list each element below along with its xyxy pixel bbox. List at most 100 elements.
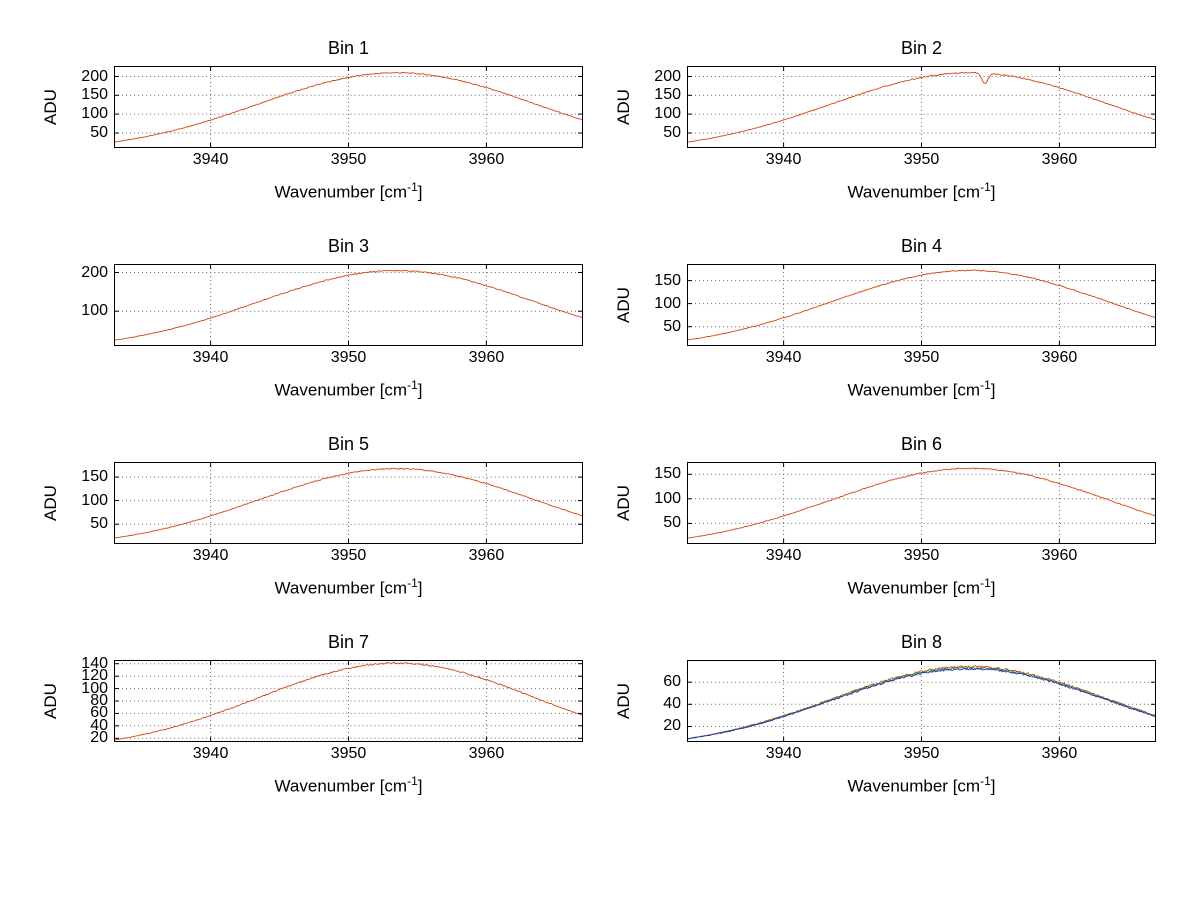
- y-tick-label: 200: [81, 67, 108, 85]
- x-axis-label: Wavenumber [cm-1]: [274, 774, 423, 796]
- y-tick-label: 150: [81, 86, 108, 104]
- x-tick-label: 3940: [192, 151, 229, 168]
- x-tick-label: 3950: [330, 547, 367, 564]
- x-tick-label: 3960: [1041, 151, 1078, 168]
- series-line: [687, 665, 1156, 739]
- x-tick-label: 3940: [765, 151, 802, 168]
- y-tick-label: 100: [81, 491, 108, 509]
- x-tick-labels: 3940 3950 3960: [687, 742, 1156, 766]
- plot-title: Bin 5: [327, 434, 370, 454]
- plot-title: Bin 3: [327, 236, 370, 256]
- y-tick-label: 100: [81, 679, 108, 697]
- y-tick-label: 60: [90, 704, 108, 722]
- y-tick-label: 200: [654, 67, 681, 85]
- subplot-bin-6: Bin 6 ADU 50 100 150 3940 3950 3960 Wavenumb…: [611, 432, 1156, 630]
- plot-title: Bin 4: [900, 236, 943, 256]
- x-tick-label: 3960: [1041, 349, 1078, 366]
- x-tick-label: 3940: [192, 349, 229, 366]
- x-tick-labels: 3940 3950 3960: [114, 544, 583, 568]
- plot-area: [114, 462, 583, 544]
- x-axis-label: Wavenumber [cm-1]: [847, 576, 996, 598]
- x-tick-label: 3960: [468, 745, 505, 762]
- y-tick-label: 40: [90, 716, 108, 734]
- x-tick-labels: 3940 3950 3960: [687, 544, 1156, 568]
- plot-area: [687, 660, 1156, 742]
- x-axis-label: Wavenumber [cm-1]: [274, 576, 423, 598]
- plot-area: [114, 660, 583, 742]
- x-tick-label: 3940: [192, 745, 229, 762]
- figure-canvas: Bin 1 ADU 50 100 150 200 3940 3950 3960 Waven…: [38, 36, 1156, 828]
- y-tick-label: 20: [90, 729, 108, 747]
- series-line: [687, 467, 1156, 539]
- y-tick-label: 50: [663, 123, 681, 141]
- x-tick-label: 3950: [330, 349, 367, 366]
- y-axis-label: ADU: [41, 683, 60, 719]
- plot-title: Bin 8: [900, 632, 943, 652]
- y-tick-label: 40: [663, 695, 681, 713]
- y-tick-label: 50: [90, 123, 108, 141]
- y-tick-label: 100: [81, 302, 108, 320]
- y-tick-labels: 50 100 150: [637, 462, 687, 544]
- y-tick-label: 140: [81, 654, 108, 672]
- y-tick-label: 80: [90, 692, 108, 709]
- y-axis-label: ADU: [614, 485, 633, 521]
- y-tick-label: 100: [654, 294, 681, 312]
- x-tick-label: 3940: [765, 547, 802, 564]
- x-tick-label: 3960: [468, 349, 505, 366]
- x-axis-label: Wavenumber [cm-1]: [847, 180, 996, 202]
- x-tick-label: 3950: [330, 745, 367, 762]
- x-tick-label: 3960: [1041, 547, 1078, 564]
- plot-title: Bin 6: [900, 434, 943, 454]
- series-line: [687, 667, 1156, 740]
- series-line: [114, 662, 583, 741]
- y-axis-label: ADU: [614, 89, 633, 125]
- x-tick-label: 3950: [330, 151, 367, 168]
- subplot-bin-8: Bin 8 ADU 20 40 60 3940 3950 3960 Wavenumber…: [611, 630, 1156, 828]
- x-tick-label: 3960: [468, 547, 505, 564]
- x-tick-label: 3940: [192, 547, 229, 564]
- y-tick-label: 200: [81, 263, 108, 281]
- y-axis-label: ADU: [614, 683, 633, 719]
- x-tick-labels: 3940 3950 3960: [114, 148, 583, 172]
- series-line: [114, 71, 583, 143]
- x-tick-label: 3950: [903, 151, 940, 168]
- y-axis-label: ADU: [41, 485, 60, 521]
- x-tick-label: 3950: [903, 745, 940, 762]
- x-tick-label: 3960: [1041, 745, 1078, 762]
- series-line: [687, 269, 1156, 341]
- subplot-bin-2: Bin 2 ADU 50 100 150 200 3940 3950 3960 Waven…: [611, 36, 1156, 234]
- y-tick-label: 100: [654, 105, 681, 123]
- x-axis-label: Wavenumber [cm-1]: [274, 180, 423, 202]
- series-line: [114, 269, 583, 341]
- y-tick-label: 150: [654, 465, 681, 483]
- series-line: [687, 71, 1156, 143]
- plot-area: [114, 66, 583, 148]
- y-tick-label: 100: [654, 489, 681, 507]
- x-tick-labels: 3940 3950 3960: [114, 346, 583, 370]
- y-tick-labels: 50 100 150: [637, 264, 687, 346]
- y-axis-label: [38, 264, 64, 346]
- plot-area: [687, 462, 1156, 544]
- y-tick-label: 100: [81, 105, 108, 123]
- y-axis-label: ADU: [614, 287, 633, 323]
- y-tick-labels: 50 100 150 200: [637, 66, 687, 148]
- x-tick-label: 3940: [765, 349, 802, 366]
- x-tick-labels: 3940 3950 3960: [114, 742, 583, 766]
- x-tick-labels: 3940 3950 3960: [687, 148, 1156, 172]
- y-tick-labels: 50 100 150: [64, 462, 114, 544]
- x-tick-label: 3960: [468, 151, 505, 168]
- series-line: [114, 467, 583, 539]
- y-tick-labels: 20 40 60: [637, 660, 687, 742]
- x-tick-label: 3950: [903, 547, 940, 564]
- subplot-bin-5: Bin 5 ADU 50 100 150 3940 3950 3960 Wavenumb…: [38, 432, 583, 630]
- plot-title: Bin 2: [900, 38, 943, 58]
- y-tick-labels: 100 200: [64, 264, 114, 346]
- y-tick-label: 120: [81, 667, 108, 685]
- plot-area: [114, 264, 583, 346]
- y-tick-label: 50: [663, 317, 681, 335]
- x-axis-label: Wavenumber [cm-1]: [274, 378, 423, 400]
- subplot-bin-4: Bin 4 ADU 50 100 150 3940 3950 3960 Wavenumb…: [611, 234, 1156, 432]
- subplot-bin-7: Bin 7 ADU 20 40 60 80 100 120 140 3940 3950 3960…: [38, 630, 583, 828]
- plot-title: Bin 1: [327, 38, 370, 58]
- y-tick-label: 60: [663, 673, 681, 691]
